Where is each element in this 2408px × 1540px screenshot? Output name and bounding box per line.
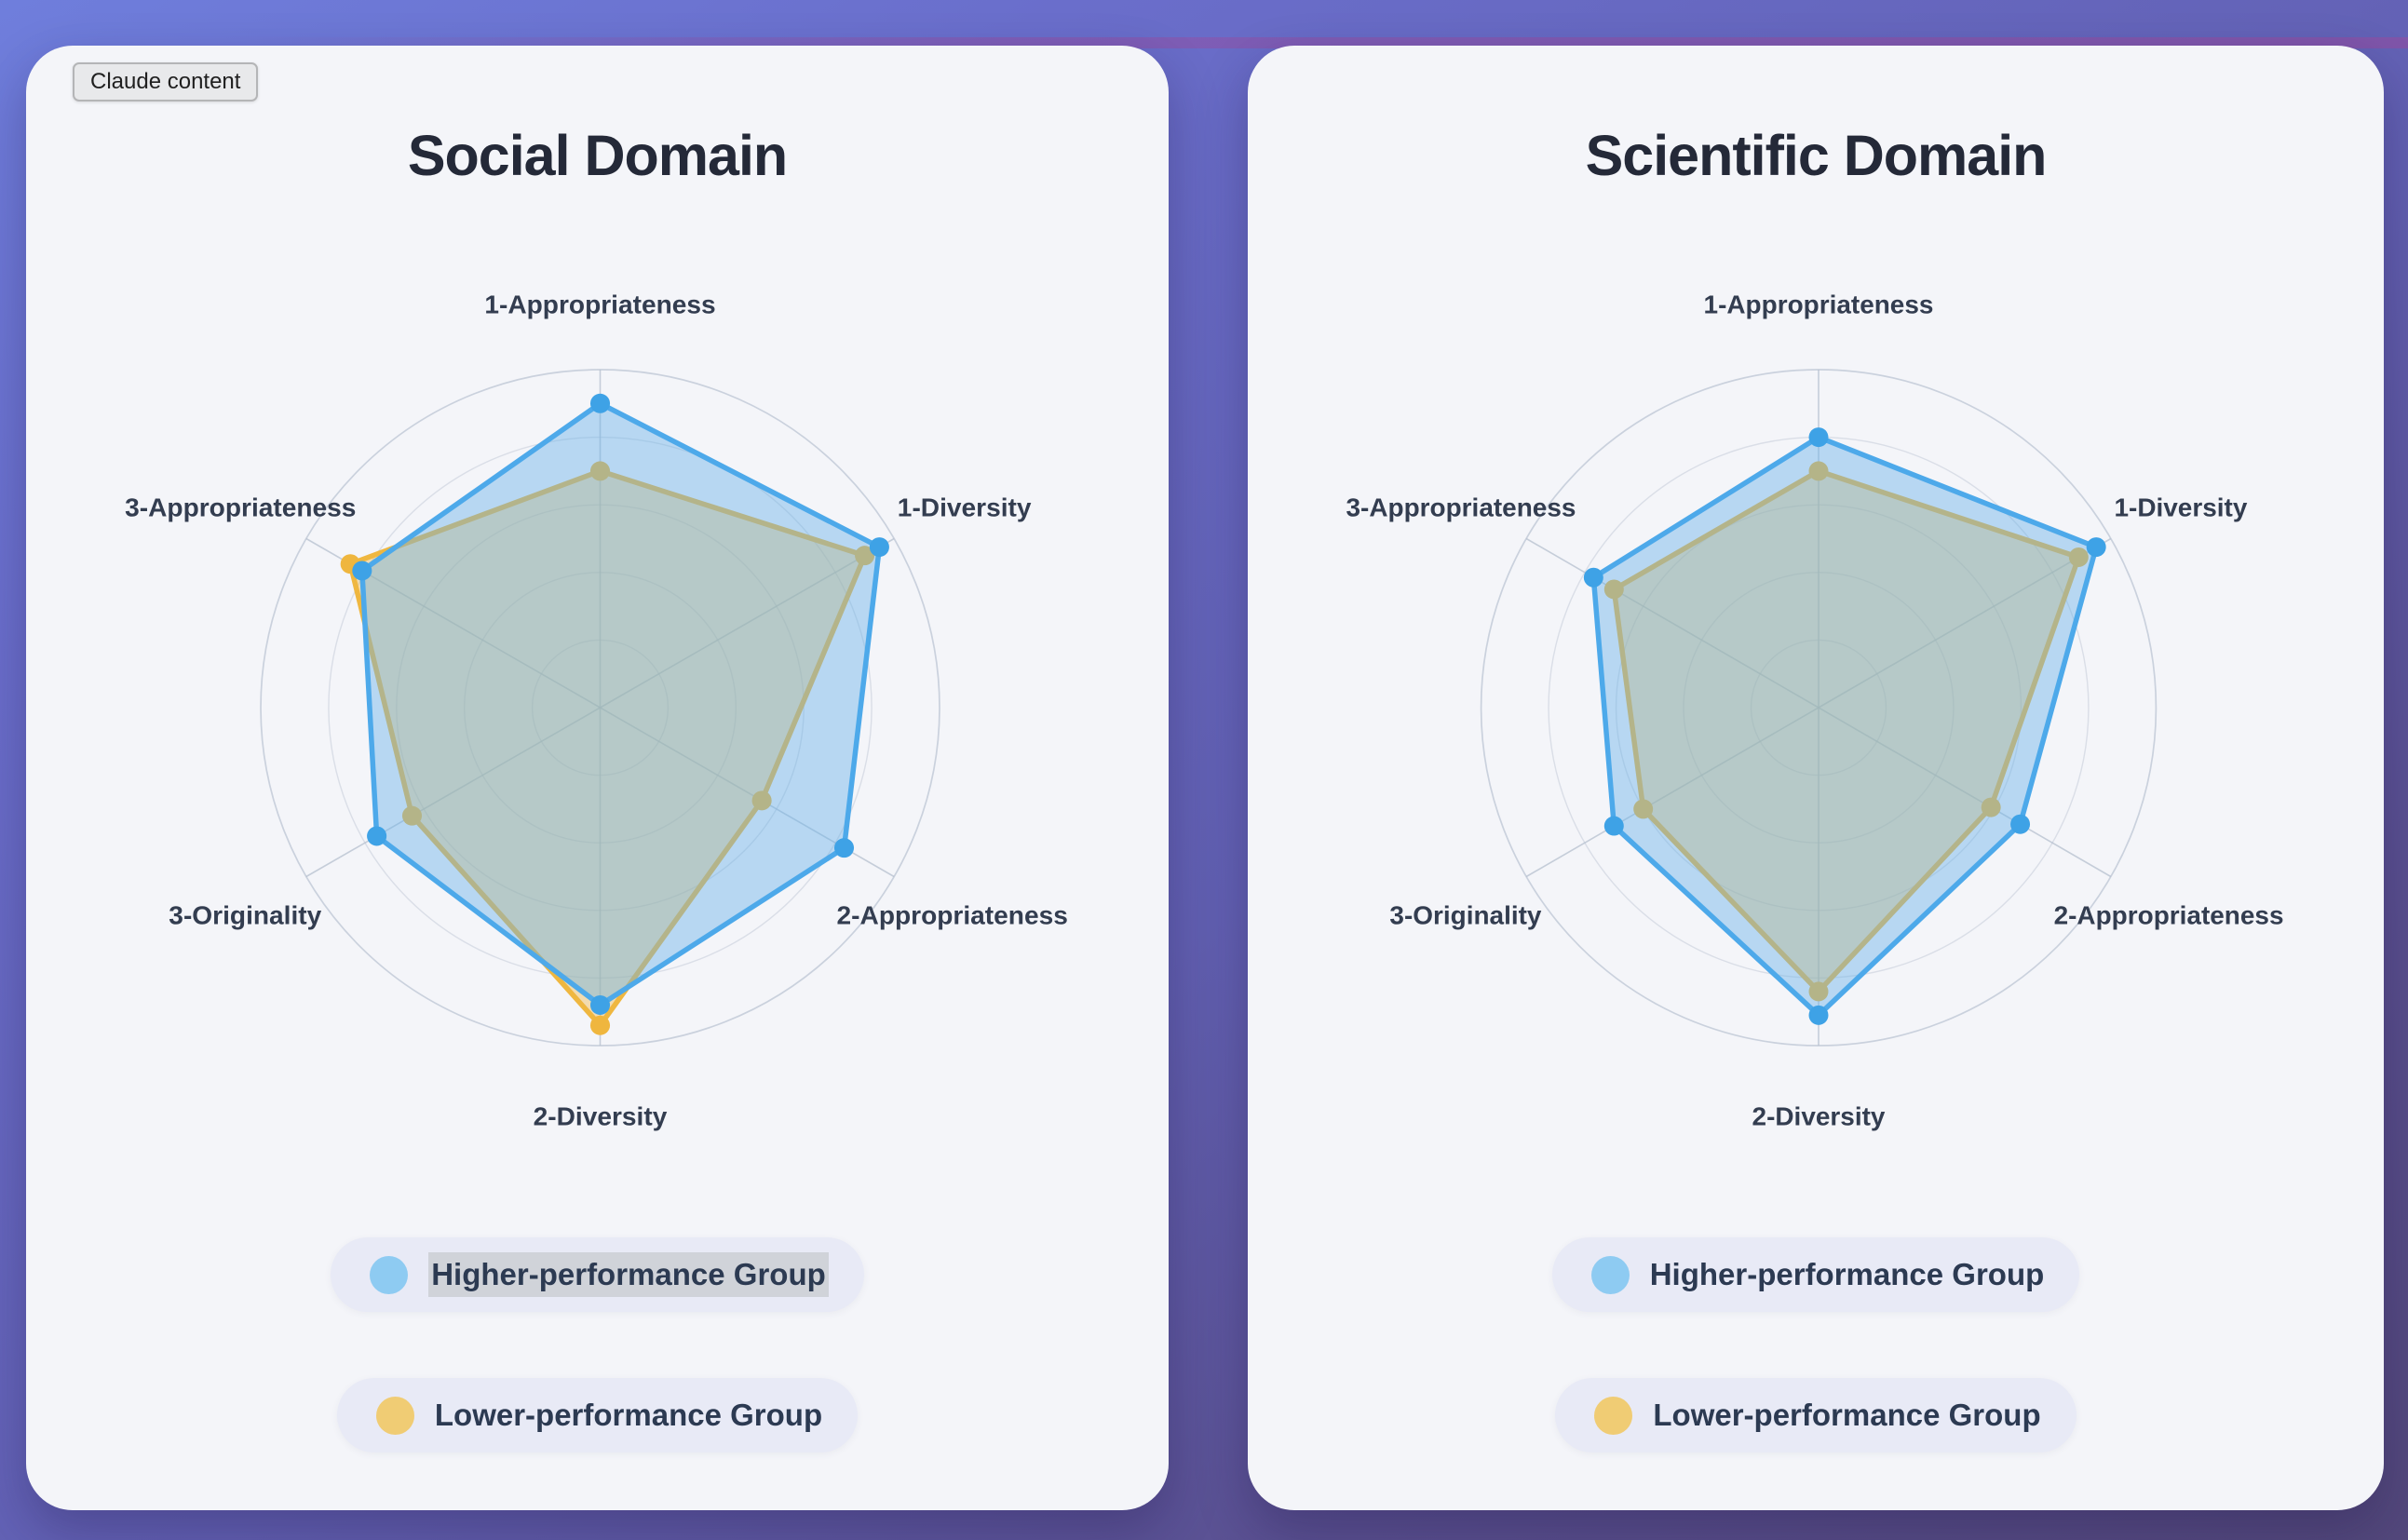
lower-group-dot-icon — [1594, 1396, 1633, 1435]
legend: Higher-performance Group Lower-performan… — [1248, 1237, 2384, 1452]
axis-label: 1-Diversity — [898, 493, 1032, 522]
axis-label: 1-Appropriateness — [1704, 290, 1934, 318]
scientific-domain-card: Scientific Domain 1-Appropriateness 1-Div… — [1248, 46, 2384, 1510]
axis-label: 1-Diversity — [2114, 493, 2247, 521]
page-title: Social Domain — [407, 124, 788, 187]
axis-label: 3-Originality — [169, 901, 321, 930]
axis-label: 2-Diversity — [1752, 1101, 1886, 1130]
scientific-radar-chart[interactable]: 1-Appropriateness 1-Diversity 2-Appropriat… — [1248, 46, 2384, 1510]
axis-label: 3-Appropriateness — [1346, 493, 1576, 521]
legend-label: Lower-performance Group — [1653, 1398, 2041, 1432]
social-domain-card: Social Domain 1-Appropriateness 1-Diversi… — [26, 46, 1169, 1510]
legend-label: Higher-performance Group — [428, 1252, 829, 1297]
social-radar-chart[interactable]: 1-Appropriateness 1-Diversity 2-Appropriat… — [26, 46, 1169, 1510]
axis-label: 2-Appropriateness — [2054, 900, 2284, 929]
higher-group-dot-icon — [370, 1255, 409, 1294]
higher-group-dot-icon — [1590, 1255, 1630, 1294]
claude-content-badge: Claude content — [73, 62, 259, 101]
lower-group-dot-icon — [375, 1396, 414, 1435]
cards-container: Social Domain 1-Appropriateness 1-Diversi… — [0, 46, 2408, 1510]
legend-label: Higher-performance Group — [1649, 1257, 2045, 1291]
page-title: Scientific Domain — [1585, 124, 2048, 187]
legend-item-lower-performance[interactable]: Lower-performance Group — [1555, 1378, 2077, 1452]
axis-label: 2-Diversity — [534, 1102, 668, 1131]
legend-item-lower-performance[interactable]: Lower-performance Group — [336, 1378, 859, 1452]
legend: Higher-performance Group Lower-performan… — [26, 1237, 1169, 1452]
legend-item-higher-performance[interactable]: Higher-performance Group — [1551, 1237, 2080, 1312]
axis-label: 2-Appropriateness — [837, 901, 1068, 930]
axis-label: 1-Appropriateness — [484, 290, 715, 319]
axis-label: 3-Originality — [1389, 900, 1541, 929]
legend-item-higher-performance[interactable]: Higher-performance Group — [331, 1237, 864, 1312]
legend-label: Lower-performance Group — [434, 1398, 823, 1432]
axis-label: 3-Appropriateness — [125, 493, 356, 522]
